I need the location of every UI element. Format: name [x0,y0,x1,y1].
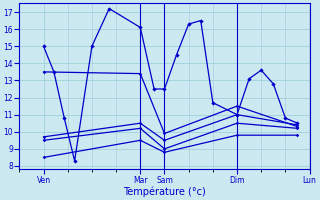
X-axis label: Température (°c): Température (°c) [123,186,206,197]
